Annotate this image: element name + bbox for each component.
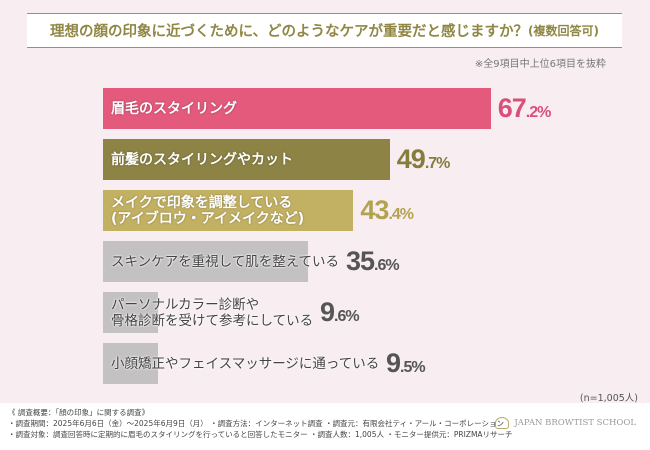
bar	[103, 139, 390, 180]
value-label: 9.6%	[320, 292, 360, 333]
value-dec: .7%	[424, 154, 451, 172]
value-dec: .6%	[374, 256, 400, 274]
category-label: パーソナルカラー診断や 骨格診断を受けて参考にしている	[111, 296, 314, 329]
bar-chart: 眉毛のスタイリング 67.2% 前髪のスタイリングやカット 49.7% メイクで印象を調…	[103, 88, 552, 384]
footer-line: ・調査対象：調査回答時に定期的に眉毛のスタイリングを行っていると回答したモニター…	[8, 430, 513, 439]
category-label: スキンケアを重視して肌を整えている	[111, 253, 340, 270]
footer-line: ・調査期間：2025年6月6日（金）〜2025年6月9日（月） ・調査方法：イン…	[8, 419, 504, 428]
bar	[103, 88, 491, 129]
value-int: 43	[360, 195, 389, 225]
logo: JAPAN BROWTIST SCHOOL	[495, 417, 636, 429]
value-int: 35	[346, 246, 375, 276]
value-int: 9	[386, 348, 401, 378]
value-dec: .4%	[388, 205, 414, 223]
bar	[103, 343, 158, 384]
value-dec: .5%	[400, 358, 426, 376]
bar	[103, 190, 354, 231]
title-suffix: (複数回答可)	[528, 24, 600, 38]
category-label: 前髪のスタイリングやカット	[111, 151, 293, 168]
value-label: 49.7%	[396, 139, 451, 180]
category-label: 眉毛のスタイリング	[111, 100, 237, 117]
footer-line: 《 調査概要：「顔の印象」に関する調査》	[8, 408, 150, 417]
category-label: 小顔矯正やフェイスマッサージに通っている	[111, 355, 380, 372]
sample-size: (n=1,005人)	[579, 393, 638, 404]
value-int: 67	[497, 93, 527, 123]
excerpt-note: ※全9項目中上位6項目を抜粋	[474, 59, 606, 70]
bar	[103, 292, 159, 333]
title-text: 理想の顔の印象に近づくために、どのようなケアが重要だと感じますか？	[49, 24, 529, 40]
value-int: 9	[320, 297, 335, 327]
bar	[103, 241, 309, 282]
category-label: メイクで印象を調整している (アイブロウ・アイメイクなど)	[111, 194, 305, 227]
value-int: 49	[396, 144, 426, 174]
value-dec: .2%	[525, 103, 552, 121]
logo-mark-icon	[495, 417, 510, 429]
chart-title: 理想の顔の印象に近づくために、どのようなケアが重要だと感じますか？ (複数回答可)	[27, 13, 622, 48]
survey-footer: 《 調査概要：「顔の印象」に関する調査》 ・調査期間：2025年6月6日（金）〜…	[0, 403, 650, 450]
logo-text: JAPAN BROWTIST SCHOOL	[514, 417, 636, 428]
value-label: 9.5%	[386, 343, 426, 384]
value-label: 35.6%	[346, 241, 400, 282]
value-label: 67.2%	[497, 88, 552, 129]
value-label: 43.4%	[360, 190, 414, 231]
value-dec: .6%	[334, 307, 360, 325]
